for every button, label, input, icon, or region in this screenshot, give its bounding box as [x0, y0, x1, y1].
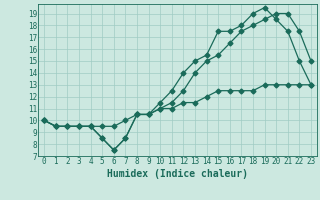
X-axis label: Humidex (Indice chaleur): Humidex (Indice chaleur)	[107, 169, 248, 179]
